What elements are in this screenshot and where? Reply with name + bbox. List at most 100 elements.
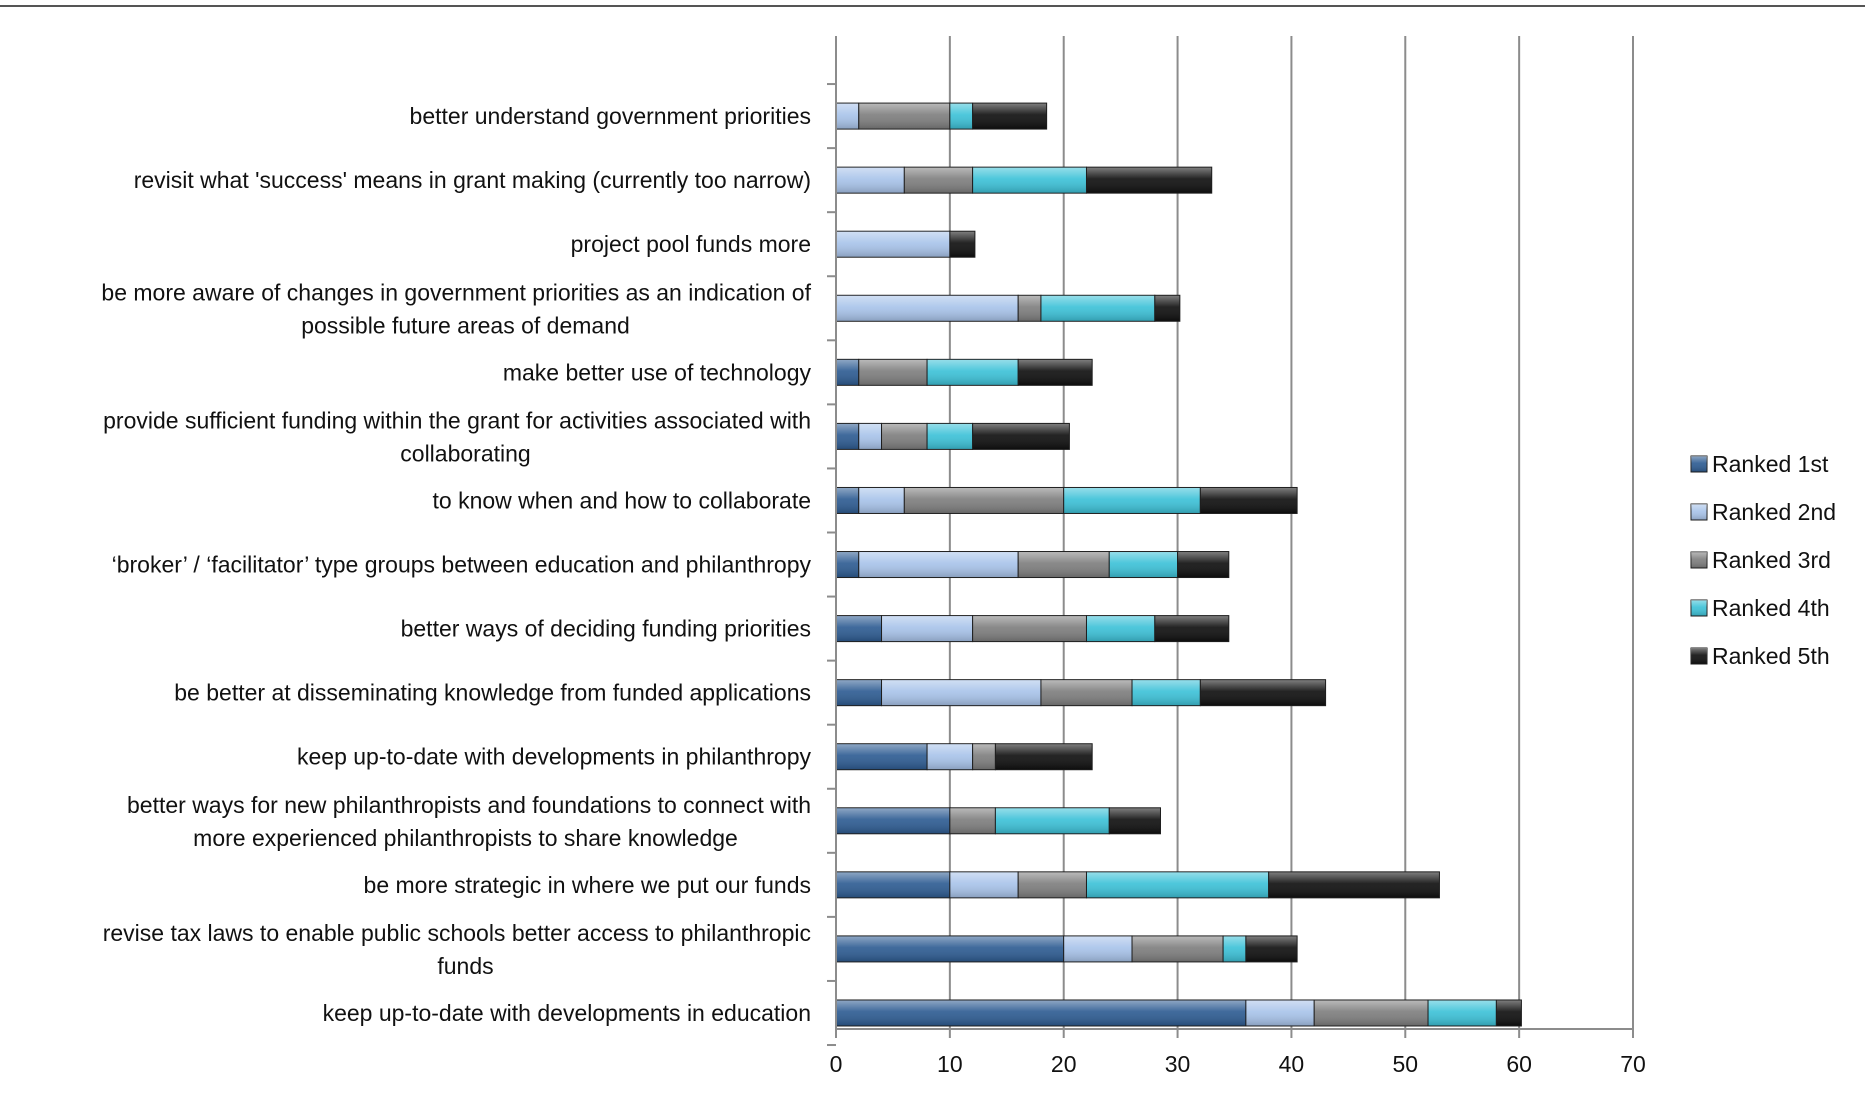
bar-segment-2-ranked-2nd [835,166,905,194]
bar-segment-6-ranked-2nd [858,422,883,450]
x-tick-labels: 0 10 20 30 40 50 60 70 [830,1051,1646,1077]
bar-segment-14-ranked-4th [1222,935,1247,963]
legend: Ranked 1st Ranked 2nd Ranked 3rd Ranked 4th… [1690,451,1836,669]
bar-segment-10-ranked-3rd [1040,679,1133,707]
bar-segment-3-ranked-2nd [835,230,951,258]
bar-segment-15-ranked-2nd [1245,999,1315,1027]
bar-segment-15-ranked-4th [1427,999,1497,1027]
legend-item-ranked-5th: Ranked 5th [1690,643,1830,669]
bar-segment-10-ranked-5th [1199,679,1327,707]
bar-segment-4-ranked-3rd [1017,294,1042,322]
bar-segment-8-ranked-3rd [1017,551,1110,579]
category-label-2: revisit what 'success' means in grant ma… [134,167,811,193]
bar-segment-1-ranked-3rd [858,102,951,130]
bar-segment-12-ranked-4th [994,807,1110,835]
bar-segment-14-ranked-3rd [1131,935,1224,963]
bar-segment-9-ranked-1st [835,615,883,643]
legend-label: Ranked 2nd [1712,499,1836,525]
bar-segment-15-ranked-3rd [1313,999,1429,1027]
category-label-3: project pool funds more [571,231,811,257]
bar-segment-13-ranked-5th [1268,871,1440,899]
legend-item-ranked-4th: Ranked 4th [1690,595,1830,621]
x-tick-label-30: 30 [1165,1051,1191,1077]
category-label-7: to know when and how to collaborate [433,487,811,513]
bar-segment-14-ranked-5th [1245,935,1298,963]
legend-item-ranked-2nd: Ranked 2nd [1690,499,1836,525]
category-label-6: provide sufficient funding within the gr… [103,407,811,466]
bar-segment-14-ranked-1st [835,935,1065,963]
legend-item-ranked-3rd: Ranked 3rd [1690,547,1831,573]
bar-segment-15-ranked-1st [835,999,1247,1027]
x-tick-label-20: 20 [1051,1051,1077,1077]
gridlines [948,36,1634,1029]
top-border-line [0,5,1865,7]
bar-segment-13-ranked-3rd [1017,871,1087,899]
category-label-12: better ways for new philanthropists and … [127,792,811,851]
bar-segment-7-ranked-2nd [858,486,905,514]
category-label-14: revise tax laws to enable public schools… [103,920,811,979]
bar-segment-10-ranked-2nd [881,679,1042,707]
legend-item-ranked-1st: Ranked 1st [1690,451,1829,477]
bar-segment-9-ranked-5th [1154,615,1230,643]
bar-segment-14-ranked-2nd [1063,935,1133,963]
bar-segment-10-ranked-4th [1131,679,1201,707]
category-label-4: be more aware of changes in government p… [101,279,811,338]
bar-segment-5-ranked-4th [926,358,1019,386]
legend-label: Ranked 4th [1712,595,1830,621]
bar-segment-4-ranked-2nd [835,294,1019,322]
bar-segment-1-ranked-2nd [835,102,860,130]
bar-segment-5-ranked-3rd [858,358,928,386]
category-label-11: keep up-to-date with developments in phi… [297,744,811,770]
bar-segment-11-ranked-1st [835,743,928,771]
x-tick-label-40: 40 [1279,1051,1305,1077]
bar-segment-11-ranked-3rd [972,743,996,771]
bar-segment-7-ranked-5th [1199,486,1298,514]
x-tick-label-0: 0 [830,1051,843,1077]
bar-segment-2-ranked-4th [972,166,1087,194]
bar-segment-5-ranked-1st [835,358,860,386]
bar-segment-6-ranked-3rd [881,422,928,450]
bar-segment-4-ranked-5th [1154,294,1181,322]
x-tick-label-50: 50 [1392,1051,1418,1077]
category-label-1: better understand government priorities [410,103,811,129]
legend-label: Ranked 3rd [1712,547,1831,573]
axes [827,36,1634,1047]
bar-segment-8-ranked-5th [1177,551,1230,579]
bar-segment-9-ranked-2nd [881,615,974,643]
bar-segment-7-ranked-3rd [903,486,1065,514]
bar-segment-7-ranked-1st [835,486,860,514]
bar-segment-15-ranked-5th [1495,999,1522,1027]
legend-label: Ranked 5th [1712,643,1830,669]
bar-segment-4-ranked-4th [1040,294,1156,322]
bar-segment-13-ranked-4th [1085,871,1270,899]
bar-segment-5-ranked-5th [1017,358,1093,386]
bars [835,102,1522,1027]
bar-segment-11-ranked-5th [994,743,1093,771]
category-label-5: make better use of technology [503,359,812,385]
bar-segment-8-ranked-2nd [858,551,1019,579]
category-label-9: better ways of deciding funding prioriti… [401,616,811,642]
bar-segment-12-ranked-1st [835,807,951,835]
bar-segment-11-ranked-2nd [926,743,974,771]
bar-segment-6-ranked-4th [926,422,974,450]
bar-segment-10-ranked-1st [835,679,883,707]
bar-segment-2-ranked-3rd [903,166,974,194]
bar-segment-7-ranked-4th [1063,486,1201,514]
bar-segment-12-ranked-5th [1108,807,1161,835]
bar-segment-13-ranked-1st [835,871,951,899]
legend-label: Ranked 1st [1712,451,1829,477]
x-tick-label-60: 60 [1506,1051,1532,1077]
bar-segment-8-ranked-4th [1108,551,1179,579]
bar-segment-9-ranked-4th [1085,615,1156,643]
x-tick-label-10: 10 [937,1051,963,1077]
bar-segment-3-ranked-5th [949,230,976,258]
bar-segment-6-ranked-5th [972,422,1070,450]
category-label-8: ‘broker’ / ‘facilitator’ type groups bet… [112,552,812,578]
bar-segment-9-ranked-3rd [972,615,1087,643]
bar-segment-1-ranked-4th [949,102,974,130]
bar-segment-13-ranked-2nd [949,871,1019,899]
bar-segment-12-ranked-3rd [949,807,996,835]
x-tick-label-70: 70 [1620,1051,1646,1077]
category-label-15: keep up-to-date with developments in edu… [323,1000,811,1026]
